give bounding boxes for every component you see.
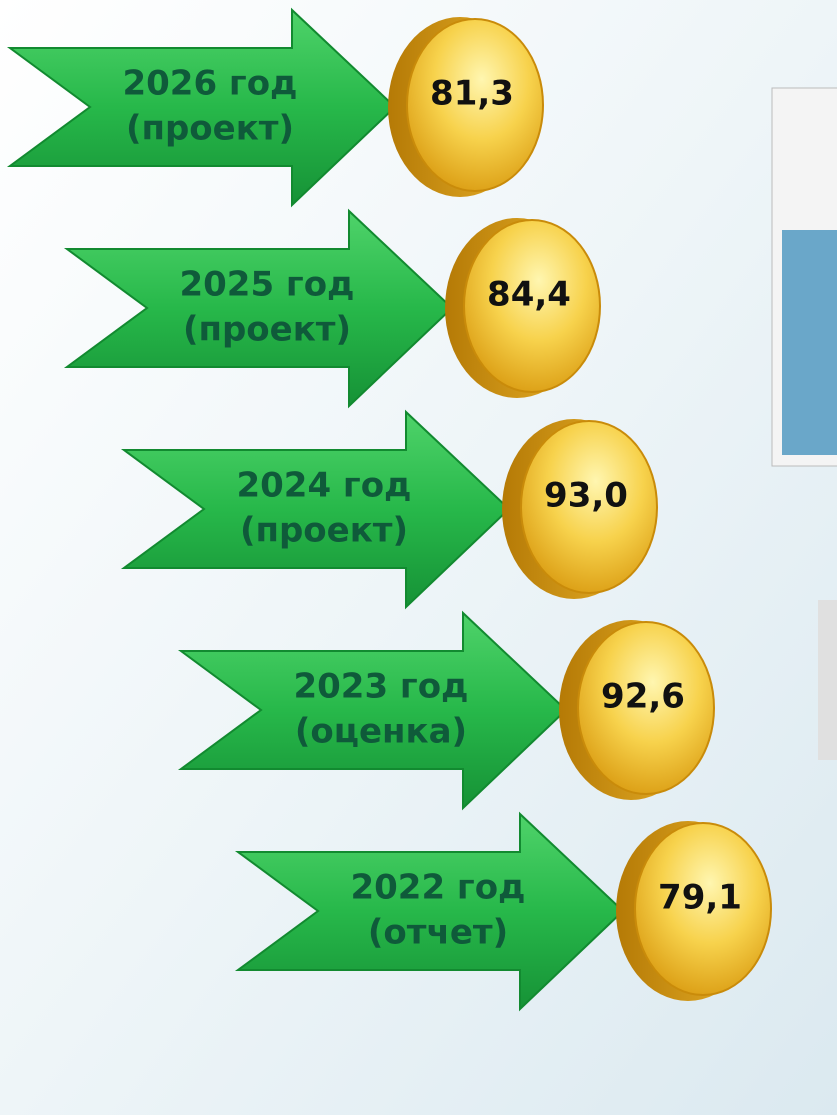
item-label: 2023 год: [293, 667, 468, 707]
item-label: 2024 год: [236, 466, 411, 506]
item-value: 79,1: [658, 878, 742, 918]
item-label: 2025 год: [179, 265, 354, 305]
item-label: (проект): [240, 511, 408, 551]
item-label: 2026 год: [122, 64, 297, 104]
item-value: 81,3: [430, 74, 514, 114]
item-label: (проект): [183, 310, 351, 350]
item-label: (отчет): [368, 913, 508, 953]
side-panel: [818, 600, 837, 760]
item-value: 93,0: [544, 476, 628, 516]
item-label: (оценка): [295, 712, 467, 752]
photo: [782, 230, 837, 455]
item-label: 2022 год: [350, 868, 525, 908]
item-label: (проект): [126, 109, 294, 149]
item-value: 92,6: [601, 677, 685, 717]
item-value: 84,4: [487, 275, 571, 315]
infographic: 2026 год (проект) 81,3 2025 год (проект) 84,4…: [0, 0, 837, 1115]
